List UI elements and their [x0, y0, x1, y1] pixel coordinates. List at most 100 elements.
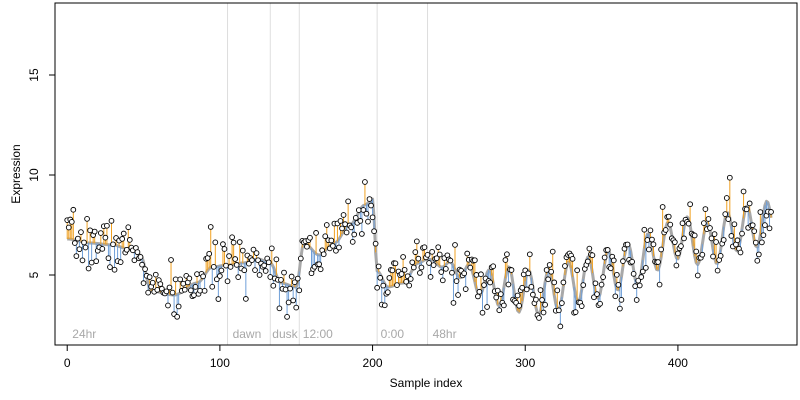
- data-point-56: [149, 279, 156, 286]
- data-point-384: [650, 241, 657, 248]
- data-point-106: [226, 253, 232, 259]
- data-point-25: [102, 234, 109, 241]
- data-point-61: [157, 281, 164, 287]
- data-point-31: [111, 266, 118, 273]
- data-point-110: [232, 256, 239, 262]
- data-point-461: [768, 209, 774, 215]
- data-point-132: [265, 259, 272, 266]
- data-point-58: [152, 271, 159, 278]
- data-point-143: [282, 286, 289, 293]
- data-point-256: [455, 292, 461, 298]
- data-point-121: [249, 257, 255, 264]
- data-point-53: [145, 289, 151, 296]
- y-tick-label-0: 5: [27, 271, 41, 278]
- data-point-183: [343, 229, 350, 236]
- data-point-7: [75, 235, 81, 242]
- data-point-367: [624, 241, 631, 248]
- data-point-239: [429, 248, 435, 255]
- data-point-99: [215, 296, 222, 302]
- data-point-146: [287, 285, 293, 292]
- data-point-89: [200, 273, 206, 280]
- data-point-123: [252, 267, 258, 273]
- time-annotations: 24hr dawn dusk 12:00 0:00 48hr: [72, 327, 456, 341]
- data-point-117: [242, 296, 249, 302]
- data-point-100: [217, 273, 223, 279]
- data-point-77: [181, 286, 188, 293]
- data-point-341: [584, 258, 591, 265]
- data-point-72: [174, 313, 180, 320]
- data-point-264: [467, 264, 474, 271]
- data-point-377: [639, 268, 646, 275]
- annotation-3: 12:00: [303, 327, 333, 341]
- data-point-220: [400, 254, 406, 260]
- data-point-370: [629, 258, 635, 265]
- data-point-210: [384, 289, 391, 296]
- data-point-373: [633, 297, 640, 303]
- data-point-97: [212, 239, 219, 246]
- data-point-153: [297, 255, 304, 262]
- data-point-207: [380, 282, 387, 289]
- data-point-168: [320, 251, 327, 258]
- data-point-5: [71, 240, 78, 246]
- data-point-109: [230, 239, 237, 246]
- data-point-388: [656, 281, 663, 288]
- data-points: [64, 174, 774, 330]
- data-point-289: [505, 281, 512, 288]
- data-point-27: [105, 255, 112, 262]
- data-point-41: [126, 237, 133, 243]
- data-point-113: [236, 239, 243, 245]
- data-point-282: [494, 287, 501, 294]
- x-tick-label-4: 400: [668, 356, 688, 370]
- data-point-400: [675, 250, 681, 257]
- data-point-395: [667, 221, 674, 228]
- data-point-315: [545, 276, 551, 283]
- data-point-194: [360, 207, 367, 213]
- data-point-59: [154, 286, 161, 293]
- annotation-4: 0:00: [381, 327, 405, 341]
- data-point-112: [235, 274, 242, 281]
- data-point-312: [540, 309, 547, 316]
- data-point-179: [337, 218, 344, 224]
- data-point-243: [435, 244, 442, 251]
- data-point-453: [755, 251, 762, 258]
- data-point-435: [728, 233, 735, 239]
- data-point-192: [357, 218, 364, 224]
- data-point-51: [142, 266, 148, 272]
- data-point-87: [197, 287, 203, 294]
- data-point-230: [415, 255, 422, 262]
- data-point-74: [177, 276, 184, 283]
- data-point-18: [91, 228, 98, 235]
- data-point-307: [533, 296, 539, 303]
- data-point-287: [502, 257, 509, 263]
- data-point-221: [401, 266, 408, 273]
- data-point-354: [604, 247, 611, 253]
- data-point-69: [169, 289, 176, 296]
- data-point-1: [65, 224, 72, 231]
- data-point-426: [714, 267, 721, 274]
- data-point-157: [304, 243, 310, 250]
- data-point-311: [539, 297, 545, 303]
- data-point-124: [253, 250, 260, 256]
- data-point-337: [578, 303, 585, 309]
- data-point-261: [462, 286, 469, 292]
- data-point-363: [618, 297, 625, 303]
- data-point-279: [490, 263, 497, 270]
- data-point-417: [701, 220, 707, 226]
- data-point-361: [615, 281, 622, 288]
- data-point-390: [659, 204, 666, 210]
- data-point-13: [84, 215, 90, 222]
- data-point-122: [250, 246, 257, 253]
- data-point-225: [407, 276, 414, 282]
- data-point-111: [233, 262, 240, 268]
- data-point-103: [221, 246, 228, 252]
- data-point-242: [433, 255, 440, 262]
- data-point-407: [685, 220, 692, 227]
- data-point-449: [749, 222, 756, 229]
- data-point-319: [551, 279, 558, 286]
- data-point-244: [436, 251, 443, 258]
- data-point-443: [740, 188, 747, 195]
- data-point-305: [530, 291, 536, 298]
- data-point-421: [707, 225, 713, 231]
- data-point-260: [461, 270, 468, 277]
